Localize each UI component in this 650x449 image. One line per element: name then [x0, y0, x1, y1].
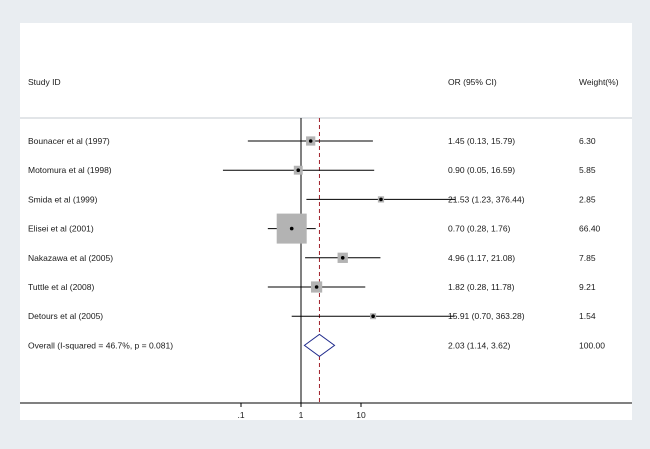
point-estimate — [314, 285, 319, 289]
study-label: Smida et al (1999) — [28, 194, 98, 204]
header-study: Study ID — [28, 77, 61, 87]
study-or-ci: 1.82 (0.28, 11.78) — [448, 282, 515, 292]
plot-panel — [20, 23, 632, 420]
header-effect: OR (95% CI) — [448, 77, 497, 87]
header-weight: Weight(%) — [579, 77, 619, 87]
study-weight: 5.85 — [579, 165, 596, 175]
x-tick-label: 1 — [299, 410, 304, 420]
overall-label: Overall (I-squared = 46.7%, p = 0.081) — [28, 340, 173, 350]
study-or-ci: 1.45 (0.13, 15.79) — [448, 136, 515, 146]
study-label: Elisei et al (2001) — [28, 224, 94, 234]
study-weight: 6.30 — [579, 136, 596, 146]
point-estimate — [289, 226, 294, 231]
study-or-ci: 21.53 (1.23, 376.44) — [448, 194, 525, 204]
study-label: Nakazawa et al (2005) — [28, 253, 113, 263]
overall-diamond — [303, 333, 336, 358]
point-estimate — [296, 168, 301, 172]
study-label: Detours et al (2005) — [28, 311, 103, 321]
study-or-ci: 15.91 (0.70, 363.28) — [448, 311, 525, 321]
x-tick-label: 10 — [356, 410, 366, 420]
study-or-ci: 0.90 (0.05, 16.59) — [448, 165, 515, 175]
x-tick-label: .1 — [237, 410, 244, 420]
study-label: Motomura et al (1998) — [28, 165, 112, 175]
point-estimate — [379, 197, 383, 202]
overall-or-ci: 2.03 (1.14, 3.62) — [448, 340, 511, 350]
study-weight: 7.85 — [579, 253, 596, 263]
study-weight: 2.85 — [579, 194, 596, 204]
study-weight: 9.21 — [579, 282, 596, 292]
point-estimate — [371, 314, 375, 319]
study-weight: 1.54 — [579, 311, 596, 321]
point-estimate — [308, 139, 313, 143]
study-label: Bounacer et al (1997) — [28, 136, 110, 146]
study-or-ci: 4.96 (1.17, 21.08) — [448, 253, 515, 263]
study-label: Tuttle et al (2008) — [28, 282, 94, 292]
point-estimate — [340, 255, 345, 260]
study-or-ci: 0.70 (0.28, 1.76) — [448, 224, 511, 234]
study-weight: 66.40 — [579, 224, 601, 234]
overall-weight: 100.00 — [579, 340, 605, 350]
